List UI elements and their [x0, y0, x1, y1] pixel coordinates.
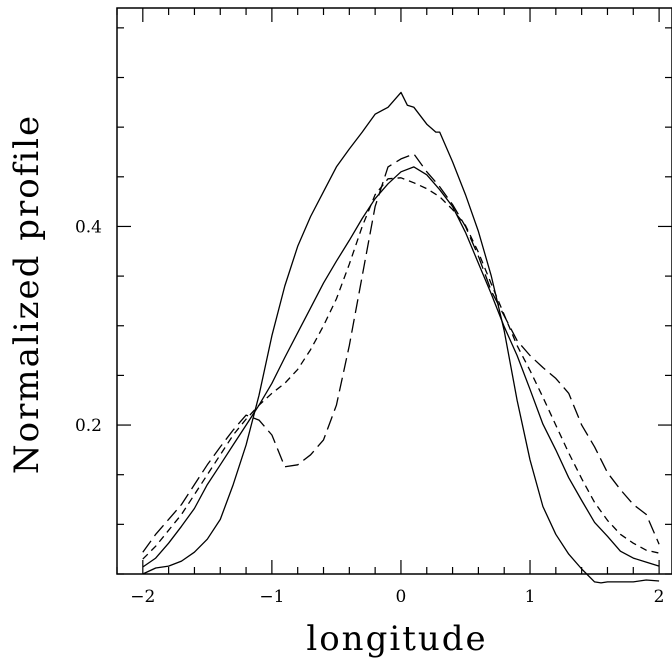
axis-ticks — [116, 8, 672, 575]
series-line-1 — [142, 91, 660, 584]
y-tick-label: 0.4 — [75, 217, 102, 237]
x-tick-label: −2 — [130, 587, 155, 607]
x-tick-label: 1 — [525, 587, 536, 607]
x-axis-title: longitude — [306, 619, 487, 659]
x-tick-label: −1 — [259, 587, 284, 607]
axis-tick-labels: −2 −1 0 1 2 0.2 0.4 — [75, 217, 665, 607]
plot-frame — [116, 7, 672, 575]
x-tick-label: 2 — [654, 587, 665, 607]
series-line-2 — [142, 166, 660, 568]
series-line-4 — [142, 153, 660, 553]
y-axis-title: Normalized profile — [7, 114, 47, 474]
series-layer — [142, 91, 660, 584]
y-tick-label: 0.2 — [75, 416, 102, 436]
series-line-3 — [142, 177, 660, 560]
plot-border — [116, 7, 672, 575]
x-tick-label: 0 — [396, 587, 407, 607]
